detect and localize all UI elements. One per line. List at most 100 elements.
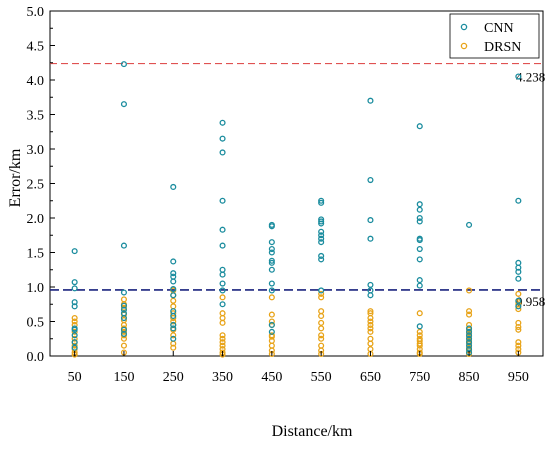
data-point-drsn: [219, 335, 226, 342]
data-point-cnn: [465, 328, 473, 335]
y-tick-label: 0.5: [27, 316, 45, 331]
data-point-cnn: [318, 239, 325, 246]
data-point-cnn: [219, 301, 226, 308]
axes: 0.0 0.5 1.0 1.5 2.0 2.5 3.0 3.5 4.0 4.5 5.0 50 150 25…: [27, 5, 529, 385]
data-point-drsn: [465, 308, 473, 315]
data-point-drsn: [465, 311, 473, 318]
data-point-drsn: [318, 308, 325, 315]
data-point-cnn: [416, 123, 423, 130]
legend-marker-cnn: [460, 23, 468, 31]
data-point-drsn: [515, 290, 522, 297]
y-tick-label: 1.0: [27, 281, 45, 296]
y-tick-label: 1.5: [27, 247, 45, 262]
data-point-drsn: [170, 297, 177, 304]
data-point-drsn: [515, 306, 522, 313]
data-point-cnn: [120, 289, 127, 296]
y-tick-label: 2.5: [27, 178, 45, 193]
legend-marker-drsn: [460, 42, 468, 50]
data-point-cnn: [170, 183, 177, 191]
data-point-cnn: [416, 246, 423, 253]
data-point-cnn: [71, 339, 78, 346]
data-point-cnn: [367, 281, 374, 288]
data-point-cnn: [71, 326, 78, 333]
data-point-cnn: [465, 342, 473, 349]
y-tick-label: 0.0: [27, 350, 45, 365]
x-tick-label: 750: [409, 370, 430, 385]
data-point-drsn: [515, 323, 522, 331]
data-point-drsn: [219, 332, 226, 339]
data-point-cnn: [120, 302, 127, 309]
data-point-cnn: [367, 292, 374, 299]
data-point-cnn: [219, 271, 226, 278]
data-point-cnn: [268, 249, 275, 256]
data-point-cnn: [416, 256, 423, 263]
data-point-cnn: [515, 275, 522, 282]
x-tick-label: 350: [212, 370, 233, 385]
data-point-cnn: [367, 177, 374, 184]
data-point-cnn: [318, 235, 325, 242]
data-point-drsn: [170, 303, 177, 310]
data-point-cnn: [465, 339, 473, 346]
data-point-cnn: [120, 330, 127, 337]
x-axis-label: Distance/km: [272, 423, 353, 440]
data-point-cnn: [515, 297, 522, 304]
data-point-cnn: [416, 277, 423, 284]
data-point-drsn: [219, 319, 226, 326]
y-tick-label: 3.0: [27, 143, 45, 158]
data-point-cnn: [268, 223, 275, 230]
data-point-drsn: [268, 294, 275, 301]
x-tick-label: 950: [508, 370, 529, 385]
data-point-cnn: [170, 325, 177, 332]
data-point-cnn: [219, 119, 226, 126]
data-point-drsn: [367, 346, 374, 353]
data-point-cnn: [416, 201, 423, 208]
x-tick-label: 650: [360, 370, 381, 385]
data-point-drsn: [318, 294, 325, 301]
data-point-cnn: [268, 328, 275, 335]
data-point-cnn: [268, 257, 275, 264]
data-point-drsn: [219, 314, 226, 322]
data-point-cnn: [71, 332, 78, 339]
data-point-cnn: [268, 266, 275, 273]
data-point-cnn: [515, 264, 522, 271]
data-point-cnn: [515, 268, 522, 275]
data-point-drsn: [120, 304, 127, 311]
y-tick-label: 3.5: [27, 109, 45, 124]
data-point-drsn: [416, 328, 423, 335]
legend-label-drsn: DRSN: [484, 40, 521, 55]
data-point-cnn: [268, 321, 275, 329]
data-point-cnn: [318, 197, 325, 204]
data-point-drsn: [416, 340, 423, 347]
y-tick-label: 2.0: [27, 212, 45, 227]
data-point-cnn: [71, 285, 78, 292]
data-point-drsn: [219, 339, 226, 346]
data-point-cnn: [120, 326, 127, 333]
data-point-cnn: [219, 280, 226, 287]
y-axis-label: Error/km: [7, 148, 24, 207]
data-point-cnn: [416, 237, 423, 244]
data-point-drsn: [318, 325, 325, 332]
x-tick-label: 250: [163, 370, 184, 385]
data-point-drsn: [268, 342, 275, 349]
data-point-cnn: [120, 61, 127, 68]
data-point-drsn: [515, 319, 522, 326]
data-point-cnn: [219, 226, 226, 233]
data-point-cnn: [318, 218, 325, 225]
data-point-cnn: [465, 325, 473, 332]
data-point-drsn: [71, 342, 78, 349]
data-point-drsn: [515, 342, 522, 349]
data-point-cnn: [170, 286, 177, 293]
data-point-drsn: [219, 342, 226, 349]
data-point-cnn: [120, 242, 127, 249]
data-point-drsn: [268, 311, 275, 318]
data-point-drsn: [170, 318, 177, 325]
data-point-cnn: [120, 101, 127, 108]
data-point-drsn: [268, 318, 275, 325]
data-point-cnn: [515, 259, 522, 266]
data-point-drsn: [367, 335, 374, 342]
data-point-cnn: [71, 279, 78, 286]
data-point-drsn: [367, 314, 374, 322]
data-point-cnn: [515, 197, 522, 204]
data-point-drsn: [318, 290, 325, 297]
